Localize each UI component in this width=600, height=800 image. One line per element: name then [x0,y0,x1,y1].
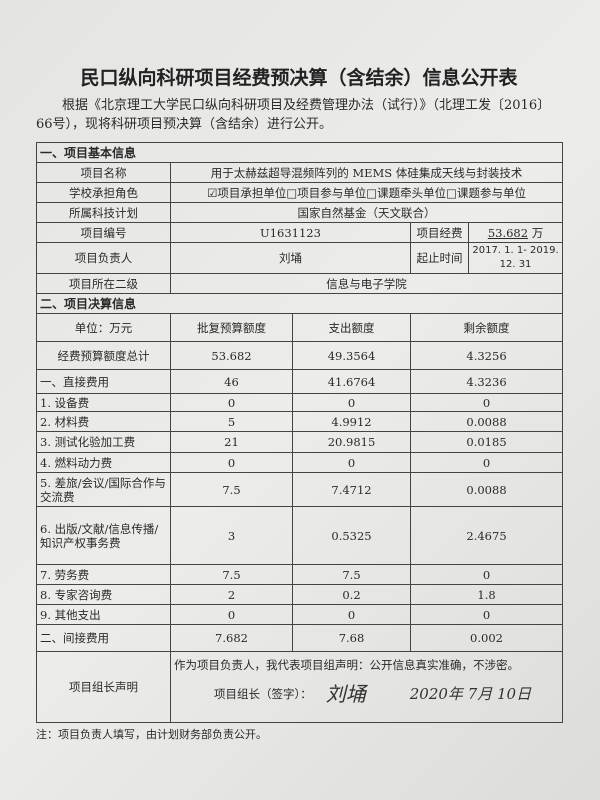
remaining-value: 0.002 [409,624,564,652]
item-label: 6. 出版/文献/信息传播/知识产权事务费 [36,506,171,565]
project-name: 用于太赫兹超导混频阵列的 MEMS 体硅集成天线与封装技术 [169,162,564,183]
period-label: 起止时间 [410,242,469,274]
role-checkboxes: ☑项目承担单位□项目参与单位□课题牵头单位□课题参与单位 [169,182,564,203]
spent-value: 49.3564 [292,341,411,370]
page-title: 民口纵向科研项目经费预决算（含结余）信息公开表 [80,67,518,89]
dept-label: 项目所在二级 [36,273,171,294]
approved-value: 7.682 [170,624,293,652]
sign-date: 2020年 7月 10日 [409,685,532,703]
declaration-label: 项目组长声明 [36,651,171,723]
section2-heading: 二、项目决算信息 [35,293,564,314]
table-row: 4. 燃料动力费 0 0 0 [36,452,564,473]
approved-value: 7.5 [170,564,293,585]
section1-heading: 一、项目基本信息 [35,142,564,163]
spent-value: 41.6764 [292,369,411,394]
header-approved: 批复预算额度 [170,313,293,342]
period: 2017. 1. 1- 2019. 12. 31 [467,242,564,274]
spent-value: 4.9912 [292,411,411,432]
remaining-value: 0.0088 [409,411,564,432]
spent-value: 0.2 [292,584,411,605]
document: 民口纵向科研项目经费预决算（含结余）信息公开表 根据《北京理工大学民口纵向科研项… [35,67,564,741]
project-id: U1631123 [170,222,411,243]
table-row: 5. 差旅/会议/国际合作与交流费 7.5 7.4712 0.0088 [36,472,564,507]
spent-value: 7.68 [292,624,411,652]
approved-value: 0 [170,452,293,473]
approved-value: 21 [170,431,293,453]
plan-label: 所属科技计划 [36,202,171,223]
pi-label: 项目负责人 [36,242,171,274]
remaining-value: 4.3236 [409,369,564,394]
header-unit: 单位：万元 [36,313,171,342]
remaining-value: 0 [409,564,564,585]
item-label: 7. 劳务费 [36,564,171,585]
intro-text: 根据《北京理工大学民口纵向科研项目及经费管理办法（试行）》（北理工发〔2016〕… [36,98,551,132]
remaining-value: 0 [409,393,564,412]
table-row: 7. 劳务费 7.5 7.5 0 [36,564,564,585]
remaining-value: 4.3256 [409,341,564,370]
table-row: 2. 材料费 5 4.9912 0.0088 [36,411,564,432]
footnote: 注：项目负责人填写，由计划财务部负责公开。 [36,728,267,741]
declaration-text: 作为项目负责人，我代表项目组声明：公开信息真实准确，不涉密。 [174,658,519,672]
item-label: 一、直接费用 [36,369,171,394]
item-label: 1. 设备费 [36,393,171,412]
fund-value: 53.682 [487,225,529,240]
spent-value: 0 [292,452,411,473]
spent-value: 7.4712 [292,472,411,507]
remaining-value: 0.0088 [409,472,564,507]
item-label: 二、间接费用 [36,624,171,652]
pi: 刘埇 [170,242,411,274]
table-row: 经费预算额度总计 53.682 49.3564 4.3256 [36,341,564,370]
item-label: 4. 燃料动力费 [36,452,171,473]
table-row: 6. 出版/文献/信息传播/知识产权事务费 3 0.5325 2.4675 [36,506,564,565]
table-row: 9. 其他支出 0 0 0 [36,604,564,625]
item-label: 3. 测试化验加工费 [36,431,171,453]
plan: 国家自然基金（天文联合） [169,202,564,223]
remaining-value: 0.0185 [409,431,564,453]
remaining-value: 0 [409,604,564,625]
approved-value: 46 [170,369,293,394]
approved-value: 0 [170,604,293,625]
fund-label: 项目经费 [410,222,469,243]
table-row: 1. 设备费 0 0 0 [36,393,564,412]
spent-value: 0 [292,604,411,625]
remaining-value: 1.8 [409,584,564,605]
table-row: 一、直接费用 46 41.6764 4.3236 [36,369,564,394]
remaining-value: 2.4675 [409,506,564,565]
spent-value: 7.5 [292,564,411,585]
approved-value: 3 [170,506,293,565]
approved-value: 53.682 [170,341,293,370]
item-label: 8. 专家咨询费 [36,584,171,605]
header-remaining: 剩余额度 [409,313,564,342]
sign-label: 项目组长（签字）： [214,687,312,701]
spent-value: 0.5325 [292,506,411,565]
item-label: 经费预算额度总计 [36,341,171,370]
table-row: 3. 测试化验加工费 21 20.9815 0.0185 [36,431,564,453]
name-label: 项目名称 [36,162,171,183]
remaining-value: 0 [409,452,564,473]
item-label: 2. 材料费 [36,411,171,432]
approved-value: 0 [170,393,293,412]
fund-unit: 万 [531,225,544,240]
item-label: 5. 差旅/会议/国际合作与交流费 [36,472,171,507]
spent-value: 0 [292,393,411,412]
approved-value: 7.5 [170,472,293,507]
dept: 信息与电子学院 [169,273,564,294]
spent-value: 20.9815 [292,431,411,453]
approved-value: 5 [170,411,293,432]
info-table: 一、项目基本信息 项目名称 用于太赫兹超导混频阵列的 MEMS 体硅集成天线与封装… [35,142,564,723]
role-label: 学校承担角色 [36,182,171,203]
header-spent: 支出额度 [292,313,411,342]
table-row: 二、间接费用 7.682 7.68 0.002 [36,624,564,652]
signature: 刘埇 [325,682,366,706]
approved-value: 2 [170,584,293,605]
item-label: 9. 其他支出 [36,604,171,625]
table-row: 8. 专家咨询费 2 0.2 1.8 [36,584,564,605]
id-label: 项目编号 [36,222,171,243]
